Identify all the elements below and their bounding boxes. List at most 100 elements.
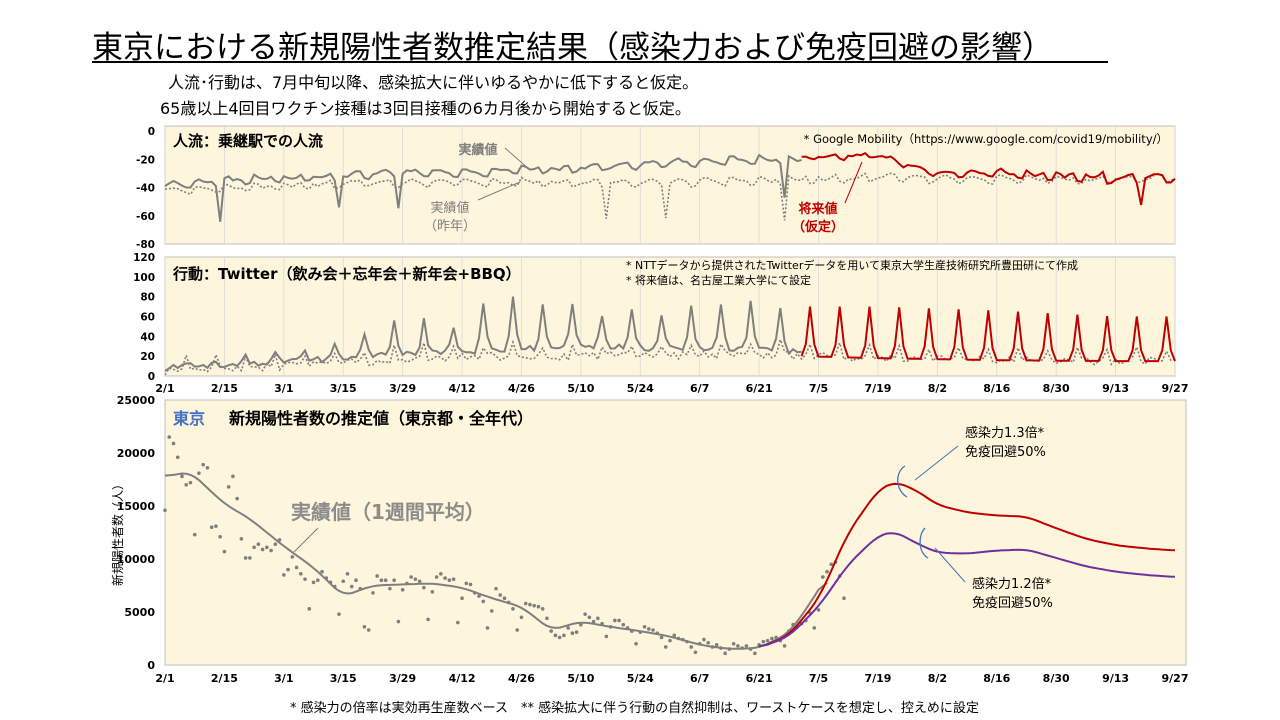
daily-point xyxy=(171,441,176,446)
daily-point xyxy=(307,607,312,611)
daily-point xyxy=(260,547,265,552)
positives-title: 新規陽性者数の推定値（東京都・全年代） xyxy=(229,409,533,428)
daily-point xyxy=(379,578,384,582)
top-x-tick-label: 7/19 xyxy=(864,382,891,395)
scenario12-label-2: 免疫回避50% xyxy=(972,595,1053,611)
scenario12-label-1: 感染力1.2倍* xyxy=(972,576,1052,592)
mobility-y-ticks: 0 -20 -40 -60 -80 xyxy=(136,126,155,251)
scenario12-leader xyxy=(934,547,966,583)
mobility-series xyxy=(164,152,1176,222)
twitter-series-actual xyxy=(164,296,802,372)
daily-point xyxy=(218,534,222,539)
twitter-panel: 0 20 40 60 80 100 120 行動：Twitter（飲み会＋忘年会＋新年会+B… xyxy=(133,252,1176,383)
daily-point xyxy=(214,524,218,528)
mobility-y-tick-label: 0 xyxy=(148,126,155,138)
top-x-ticks: 2/1 2/15 3/1 3/15 3/29 4/12 4/26 5/10 5/24 6/7 6/2… xyxy=(155,382,1188,395)
daily-point xyxy=(570,631,575,635)
positives-x-tick-label: 8/30 xyxy=(1043,672,1070,685)
top-x-tick-label: 2/1 xyxy=(155,382,174,395)
positives-actual-line xyxy=(164,472,828,650)
twitter-y-tick-label: 100 xyxy=(133,272,155,284)
daily-point xyxy=(523,601,528,606)
daily-point xyxy=(812,626,817,630)
top-x-tick-label: 6/7 xyxy=(690,382,709,395)
daily-point xyxy=(243,556,248,560)
top-x-tick-label: 5/10 xyxy=(567,382,594,395)
daily-point xyxy=(294,565,299,570)
daily-point xyxy=(574,630,579,634)
positives-x-tick-label: 6/21 xyxy=(746,672,773,685)
daily-point xyxy=(485,626,490,630)
twitter-series-future xyxy=(800,306,1176,363)
daily-point xyxy=(494,586,498,591)
daily-point xyxy=(651,628,655,632)
scenario-12-line xyxy=(758,532,1176,648)
daily-point xyxy=(706,640,710,645)
daily-point xyxy=(468,582,473,587)
mobility-y-tick-label: -40 xyxy=(136,183,155,195)
positives-x-tick-label: 3/1 xyxy=(274,672,293,685)
scenario13-label-1: 感染力1.3倍* xyxy=(965,425,1045,441)
twitter-y-tick-label: 40 xyxy=(140,331,155,343)
daily-point xyxy=(375,574,379,578)
top-x-tick-label: 9/13 xyxy=(1102,382,1129,395)
twitter-y-tick-label: 20 xyxy=(140,351,155,363)
mobility-note: * Google Mobility（https://www.google.com… xyxy=(804,132,1168,146)
daily-point xyxy=(362,625,367,629)
daily-point xyxy=(553,633,558,638)
daily-point xyxy=(205,466,210,470)
twitter-y-tick-label: 60 xyxy=(140,312,155,324)
positives-region: 東京 xyxy=(173,409,205,428)
daily-point xyxy=(460,596,464,601)
positives-x-tick-label: 8/16 xyxy=(983,672,1010,685)
positives-x-tick-label: 7/19 xyxy=(864,672,891,685)
daily-point xyxy=(663,645,668,649)
top-x-tick-label: 4/26 xyxy=(508,382,535,395)
positives-x-tick-label: 9/27 xyxy=(1162,672,1189,685)
daily-point xyxy=(825,569,829,574)
mobility-y-tick-label: -60 xyxy=(136,211,155,223)
daily-point xyxy=(456,620,460,625)
daily-point xyxy=(303,577,307,581)
daily-point xyxy=(736,644,740,648)
daily-point xyxy=(269,548,273,553)
daily-point xyxy=(765,638,770,643)
daily-point xyxy=(731,642,736,646)
mobility-panel: 0 -20 -40 -60 -80 人流：乗継駅での人流 * Google Mobili… xyxy=(136,125,1176,251)
top-x-tick-label: 8/30 xyxy=(1043,382,1070,395)
twitter-y-tick-label: 80 xyxy=(140,292,155,304)
daily-point xyxy=(689,645,694,649)
positives-x-tick-label: 3/29 xyxy=(389,672,416,685)
daily-point xyxy=(252,545,256,550)
title-underline xyxy=(92,61,1108,63)
daily-point xyxy=(498,593,503,597)
twitter-title: 行動：Twitter（飲み会＋忘年会＋新年会+BBQ） xyxy=(172,265,521,283)
positives-plot-area xyxy=(164,399,1187,666)
daily-point xyxy=(820,575,825,579)
daily-point xyxy=(549,629,553,633)
daily-point xyxy=(536,604,541,609)
daily-point xyxy=(197,471,201,475)
daily-point xyxy=(366,628,371,632)
daily-point xyxy=(345,572,350,576)
top-x-tick-label: 9/27 xyxy=(1162,382,1189,395)
daily-point xyxy=(579,622,583,627)
positives-actual-label: 実績値（1週間平均） xyxy=(291,500,485,524)
twitter-y-tick-label: 0 xyxy=(148,371,155,383)
positives-series xyxy=(164,472,1176,650)
daily-point xyxy=(583,612,587,616)
daily-point xyxy=(557,635,562,640)
scenario12-bracket xyxy=(919,527,929,559)
daily-point xyxy=(723,651,727,656)
mobility-actual-leader xyxy=(504,147,531,171)
top-x-tick-label: 7/5 xyxy=(809,382,828,395)
mobility-future-leader xyxy=(844,161,863,204)
positives-y-tick-label: 0 xyxy=(147,659,155,672)
daily-point xyxy=(163,508,167,513)
daily-point xyxy=(477,594,481,598)
mobility-series-actual xyxy=(164,153,802,222)
daily-point xyxy=(464,581,469,586)
daily-point xyxy=(502,596,507,601)
daily-point xyxy=(222,549,227,554)
daily-point xyxy=(642,625,647,629)
